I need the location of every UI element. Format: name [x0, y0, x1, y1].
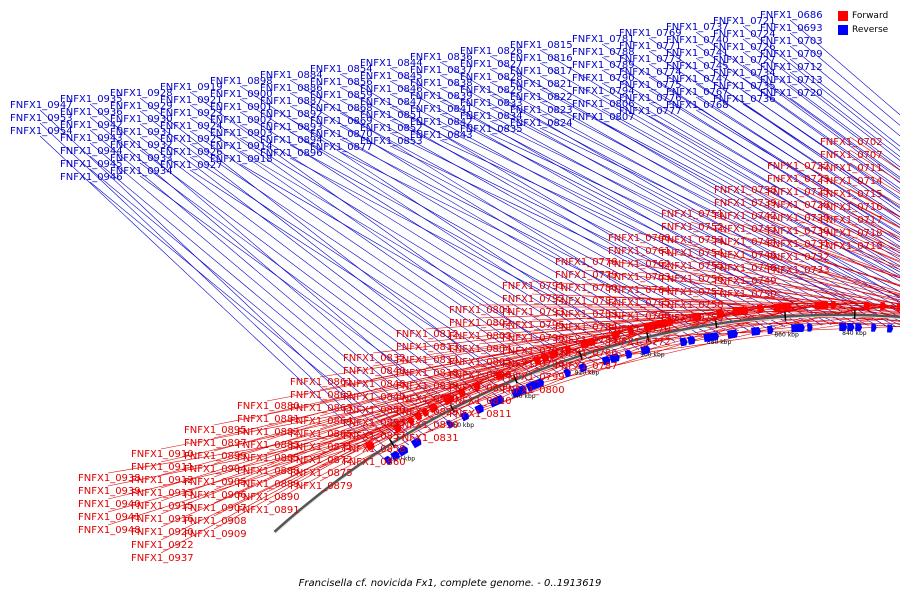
reverse-gene-label: FNFX1_0806 — [572, 99, 635, 110]
reverse-gene-label: FNFX1_0954 — [10, 126, 73, 137]
reverse-gene-label: FNFX1_0790 — [572, 73, 635, 84]
legend-forward: Forward — [838, 9, 900, 23]
forward-gene-label: FNFX1_0702 — [820, 137, 883, 148]
reverse-gene-label: FNFX1_0947 — [10, 100, 73, 111]
forward-gene-label: FNFX1_0752 — [661, 222, 724, 233]
forward-gene-label: FNFX1_0761 — [608, 246, 671, 257]
forward-gene-label: FNFX1_0792 — [502, 294, 565, 305]
forward-gene-label: FNFX1_0911 — [131, 462, 194, 473]
forward-gene-label: FNFX1_0760 — [608, 233, 671, 244]
forward-gene-label: FNFX1_0922 — [131, 540, 194, 551]
forward-gene-label: FNFX1_0840 — [343, 366, 406, 377]
forward-gene-label: FNFX1_0895 — [184, 425, 247, 436]
reverse-gene-label: FNFX1_0946 — [60, 172, 123, 183]
legend-reverse: Reverse — [838, 23, 900, 37]
reverse-gene-label: FNFX1_0781 — [572, 34, 635, 45]
forward-gene-label: FNFX1_0910 — [131, 449, 194, 460]
forward-gene-label: FNFX1_0941 — [78, 512, 141, 523]
reverse-gene-label: FNFX1_0953 — [10, 113, 73, 124]
forward-gene-label: FNFX1_0861 — [290, 377, 353, 388]
reverse-gene-label: FNFX1_0944 — [60, 146, 123, 157]
forward-gene-label: FNFX1_0722 — [767, 161, 830, 172]
forward-gene-label: FNFX1_0862 — [290, 390, 353, 401]
forward-gene-arrow — [782, 302, 792, 311]
reverse-gene-label: FNFX1_0789 — [572, 60, 635, 71]
forward-gene-label: FNFX1_0751 — [661, 209, 724, 220]
forward-gene-arrow — [831, 301, 837, 309]
forward-gene-label: FNFX1_0948 — [78, 525, 141, 536]
reverse-leader-line — [790, 72, 900, 455]
forward-gene-label: FNFX1_0802 — [449, 318, 512, 329]
forward-gene-label: FNFX1_0939 — [78, 486, 141, 497]
forward-gene-label: FNFX1_0812 — [396, 329, 459, 340]
forward-gene-label: FNFX1_0723 — [767, 174, 830, 185]
forward-gene-label: FNFX1_0937 — [131, 553, 194, 564]
reverse-swatch — [838, 25, 848, 35]
tick-label: 860 kbp — [774, 332, 799, 339]
reverse-gene-arrow — [799, 324, 805, 332]
forward-gene-label: FNFX1_0707 — [820, 150, 883, 161]
forward-gene-label: FNFX1_0938 — [78, 473, 141, 484]
legend-reverse-label: Reverse — [852, 25, 888, 35]
forward-gene-arrow — [773, 303, 782, 312]
forward-gene-label: FNFX1_0897 — [184, 438, 247, 449]
reverse-gene-label: FNFX1_0788 — [572, 47, 635, 58]
forward-gene-arrow — [880, 302, 886, 310]
forward-swatch — [838, 11, 848, 21]
legend-forward-label: Forward — [852, 11, 888, 21]
forward-gene-label: FNFX1_0779 — [555, 270, 618, 281]
forward-gene-label: FNFX1_0881 — [237, 414, 300, 425]
forward-gene-label: FNFX1_0801 — [449, 305, 512, 316]
gene-labels: FNFX1_0686 FNFX1_0693 FNFX1_0703 FNFX1_0709… — [10, 10, 883, 564]
forward-gene-label: FNFX1_0832 — [343, 353, 406, 364]
forward-gene-label: FNFX1_0739 — [714, 198, 777, 209]
reverse-gene-arrow — [751, 327, 761, 336]
reverse-gene-label: FNFX1_0807 — [572, 112, 635, 123]
legend: Forward Reverse — [838, 9, 900, 37]
reverse-gene-arrow — [711, 332, 719, 341]
forward-gene-label: FNFX1_0791 — [502, 281, 565, 292]
tick-mark — [785, 312, 786, 321]
reverse-gene-arrow — [727, 330, 738, 339]
forward-gene-label: FNFX1_0738 — [714, 185, 777, 196]
forward-gene-label: FNFX1_0940 — [78, 499, 141, 510]
reverse-gene-label: FNFX1_0794 — [572, 86, 635, 97]
tick-label: 840 kbp — [842, 330, 867, 337]
genome-map-canvas: 700 kbp720 kbp740 kbp760 kbp780 kbp800 k… — [0, 0, 900, 600]
forward-gene-arrow — [896, 303, 900, 311]
map-caption: Francisella cf. novicida Fx1, complete g… — [0, 578, 900, 589]
reverse-gene-label: FNFX1_0945 — [60, 159, 123, 170]
forward-gene-label: FNFX1_0778 — [555, 257, 618, 268]
forward-gene-label: FNFX1_0813 — [396, 342, 459, 353]
reverse-gene-arrow — [767, 326, 773, 334]
genome-map: 700 kbp720 kbp740 kbp760 kbp780 kbp800 k… — [0, 0, 900, 600]
reverse-gene-arrow — [887, 324, 893, 332]
forward-gene-label: FNFX1_0880 — [237, 401, 300, 412]
